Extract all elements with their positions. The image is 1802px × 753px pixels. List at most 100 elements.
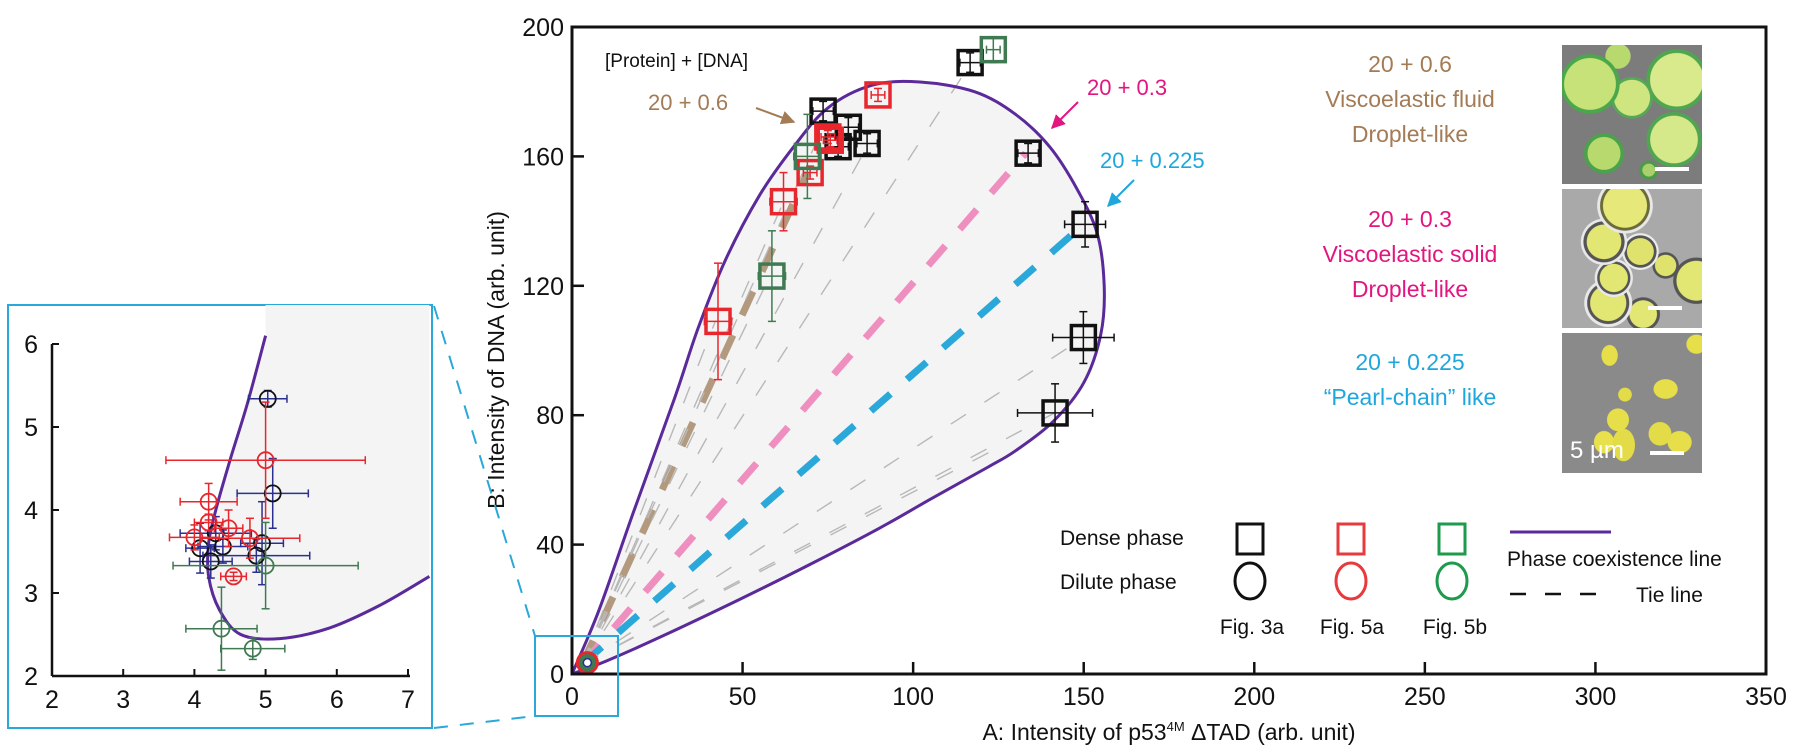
square-marker [796,158,824,187]
y-axis-title: B: Intensity of DNA (arb. unit) [483,211,509,509]
inset-x-tick-label: 3 [116,686,130,714]
main-chart: 0 50 100 150 200 250 300 350 0 40 80 120 160 200 A: … [483,14,1787,745]
legend-square-fig5a [1336,522,1366,556]
inset-dilute-point [172,521,359,610]
circle-marker [199,513,218,532]
phase-coexistence-curve [570,79,1106,676]
legend-circle-fig3a [1233,561,1267,601]
zoom-connector-top [433,305,536,637]
circle-marker [256,451,275,470]
side-line1-0.225: “Pearl-chain” like [1324,384,1497,410]
x-tick-label: 0 [565,683,579,711]
inset-dilute-point [202,538,311,573]
circle-marker [582,657,593,668]
label-20-0.225: 20 + 0.225 [1100,148,1205,173]
arrow-20-0.225 [1107,179,1135,207]
inset-y-tick-label: 6 [24,331,38,359]
circle-marker [224,567,243,586]
inset-dilute-point [165,401,367,520]
dense-phase-point [809,97,837,125]
square-marker [853,129,881,158]
dense-phase-point [1063,200,1107,248]
circle-marker [263,484,282,503]
side-line2-0.6: Droplet-like [1352,121,1468,147]
inset-dilute-point [236,457,310,530]
dense-phase-point [792,113,822,200]
tie-line [581,275,771,665]
legend-fig5b: Fig. 5b [1423,616,1487,639]
inset-dilute-point [168,524,221,551]
square-marker [824,132,852,161]
tie-lines [579,62,1087,667]
micrograph-20-0.225: 5 µm [1562,333,1702,473]
inset-x-tick-label: 7 [401,686,415,714]
dense-phase-point [864,81,892,109]
square-marker [793,142,822,171]
side-title-0.3: 20 + 0.3 [1368,206,1452,232]
square-marker [758,262,786,290]
side-line1-0.6: Viscoelastic fluid [1325,86,1495,112]
legend-circle-fig5b [1435,561,1469,601]
circle-marker [243,639,262,658]
inset-dilute-point [213,509,244,548]
square-marker [1071,210,1099,239]
inset-axes: 2 3 4 5 6 7 2 3 4 5 6 [24,331,415,714]
square-marker [1041,399,1069,427]
y-axis: 0 40 80 120 160 200 [522,14,584,689]
square-marker [1014,139,1042,167]
tie-line [581,143,870,665]
side-line2-0.3: Droplet-like [1352,276,1468,302]
side-title-0.6: 20 + 0.6 [1368,51,1452,77]
side-label-0.3: 20 + 0.3 Viscoelastic solid Droplet-like [1323,206,1498,302]
x-tick-label: 100 [892,683,934,711]
y-tick-label: 200 [522,14,564,42]
arrow-20-0.3 [1051,101,1079,129]
y-tick-label: 0 [550,661,564,689]
circle-marker [241,529,259,548]
inset-chart: 2 3 4 5 6 7 2 3 4 5 6 [7,304,433,729]
dense-phase-point [853,129,881,158]
inset-x-tick-label: 5 [259,686,273,714]
inset-data-points [165,389,367,671]
tie-line-200.225 [579,221,1087,667]
circle-marker [185,528,204,547]
y-tick-label: 160 [522,143,564,171]
circle-marker [199,492,218,511]
x-tick-label: 200 [1233,683,1275,711]
dense-phase-point [814,123,842,151]
scale-bar [1650,451,1684,455]
square-marker [814,123,842,151]
square-marker [979,35,1008,64]
y-tick-label: 40 [536,532,564,560]
side-title-0.225: 20 + 0.225 [1355,349,1464,375]
inset-dilute-point [188,544,233,579]
x-tick-label: 250 [1404,683,1446,711]
square-marker [769,187,798,216]
legend-coexistence-label: Phase coexistence line [1507,548,1722,571]
x-tick-label: 150 [1063,683,1105,711]
legend-dilute-label: Dilute phase [1060,571,1177,594]
dense-phase-point [824,132,852,161]
legend-dense-label: Dense phase [1060,527,1184,550]
x-axis: 0 50 100 150 200 250 300 350 [565,662,1787,711]
circle-marker [212,619,231,638]
square-marker [704,307,732,336]
x-tick-label: 300 [1575,683,1617,711]
scale-bar [1655,167,1689,171]
inset-y-tick-label: 4 [24,497,38,525]
dense-phase-point [979,35,1008,64]
dense-phase-point [1051,310,1115,365]
legend: Dense phase Dilute phase Fig. 3a Fig. 5a… [1060,522,1722,639]
two-phase-region [572,81,1105,675]
plot-frame [570,25,1768,676]
dense-phase-point [703,262,733,381]
legend-fig5a: Fig. 5a [1320,616,1385,639]
dilute-phase-point [575,651,599,675]
square-marker [809,97,837,125]
side-line1-0.3: Viscoelastic solid [1323,241,1498,267]
x-tick-label: 50 [729,683,757,711]
side-label-0.6: 20 + 0.6 Viscoelastic fluid Droplet-like [1325,51,1495,147]
micrograph-20-0.6 [1562,45,1702,184]
legend-square-fig3a [1235,522,1265,556]
